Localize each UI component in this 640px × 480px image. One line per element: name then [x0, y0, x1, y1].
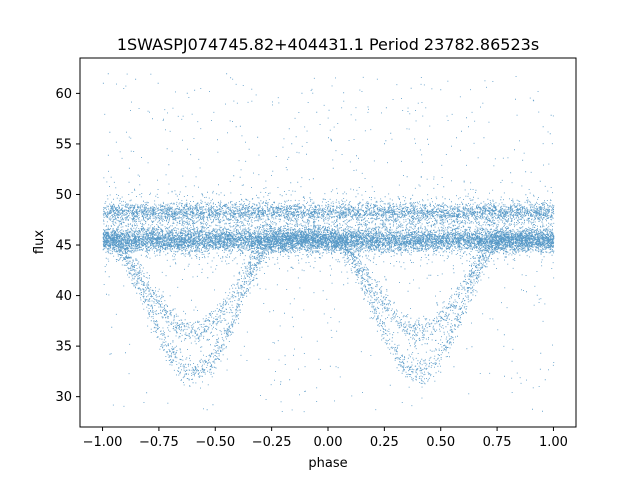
x-axis: −1.00 −0.75 −0.50 −0.25 0.00 0.25 0.50 0.75 1.00	[83, 427, 568, 450]
y-tick-label: 30	[55, 390, 72, 405]
x-tick-label: 0.75	[483, 435, 512, 450]
x-tick-label: 0.50	[426, 435, 455, 450]
chart-title: 1SWASPJ074745.82+404431.1 Period 23782.8…	[117, 35, 539, 54]
x-tick-label: −1.00	[83, 435, 123, 450]
y-tick-label: 35	[55, 340, 72, 355]
x-tick-label: 1.00	[539, 435, 568, 450]
x-tick-label: −0.50	[195, 435, 235, 450]
x-tick-label: −0.75	[139, 435, 179, 450]
data-points	[102, 73, 555, 413]
x-tick-label: 0.00	[314, 435, 343, 450]
y-axis: 30 35 40 45 50 55 60	[55, 87, 80, 405]
x-tick-label: −0.25	[252, 435, 292, 450]
y-tick-label: 55	[55, 137, 72, 152]
y-tick-label: 60	[55, 87, 72, 102]
y-tick-label: 40	[55, 289, 72, 304]
scatter-point-cloud	[102, 73, 555, 413]
y-tick-label: 50	[55, 188, 72, 203]
y-axis-title: flux	[32, 230, 47, 254]
x-tick-label: 0.25	[370, 435, 399, 450]
y-tick-label: 45	[55, 239, 72, 254]
x-axis-title: phase	[308, 456, 347, 471]
